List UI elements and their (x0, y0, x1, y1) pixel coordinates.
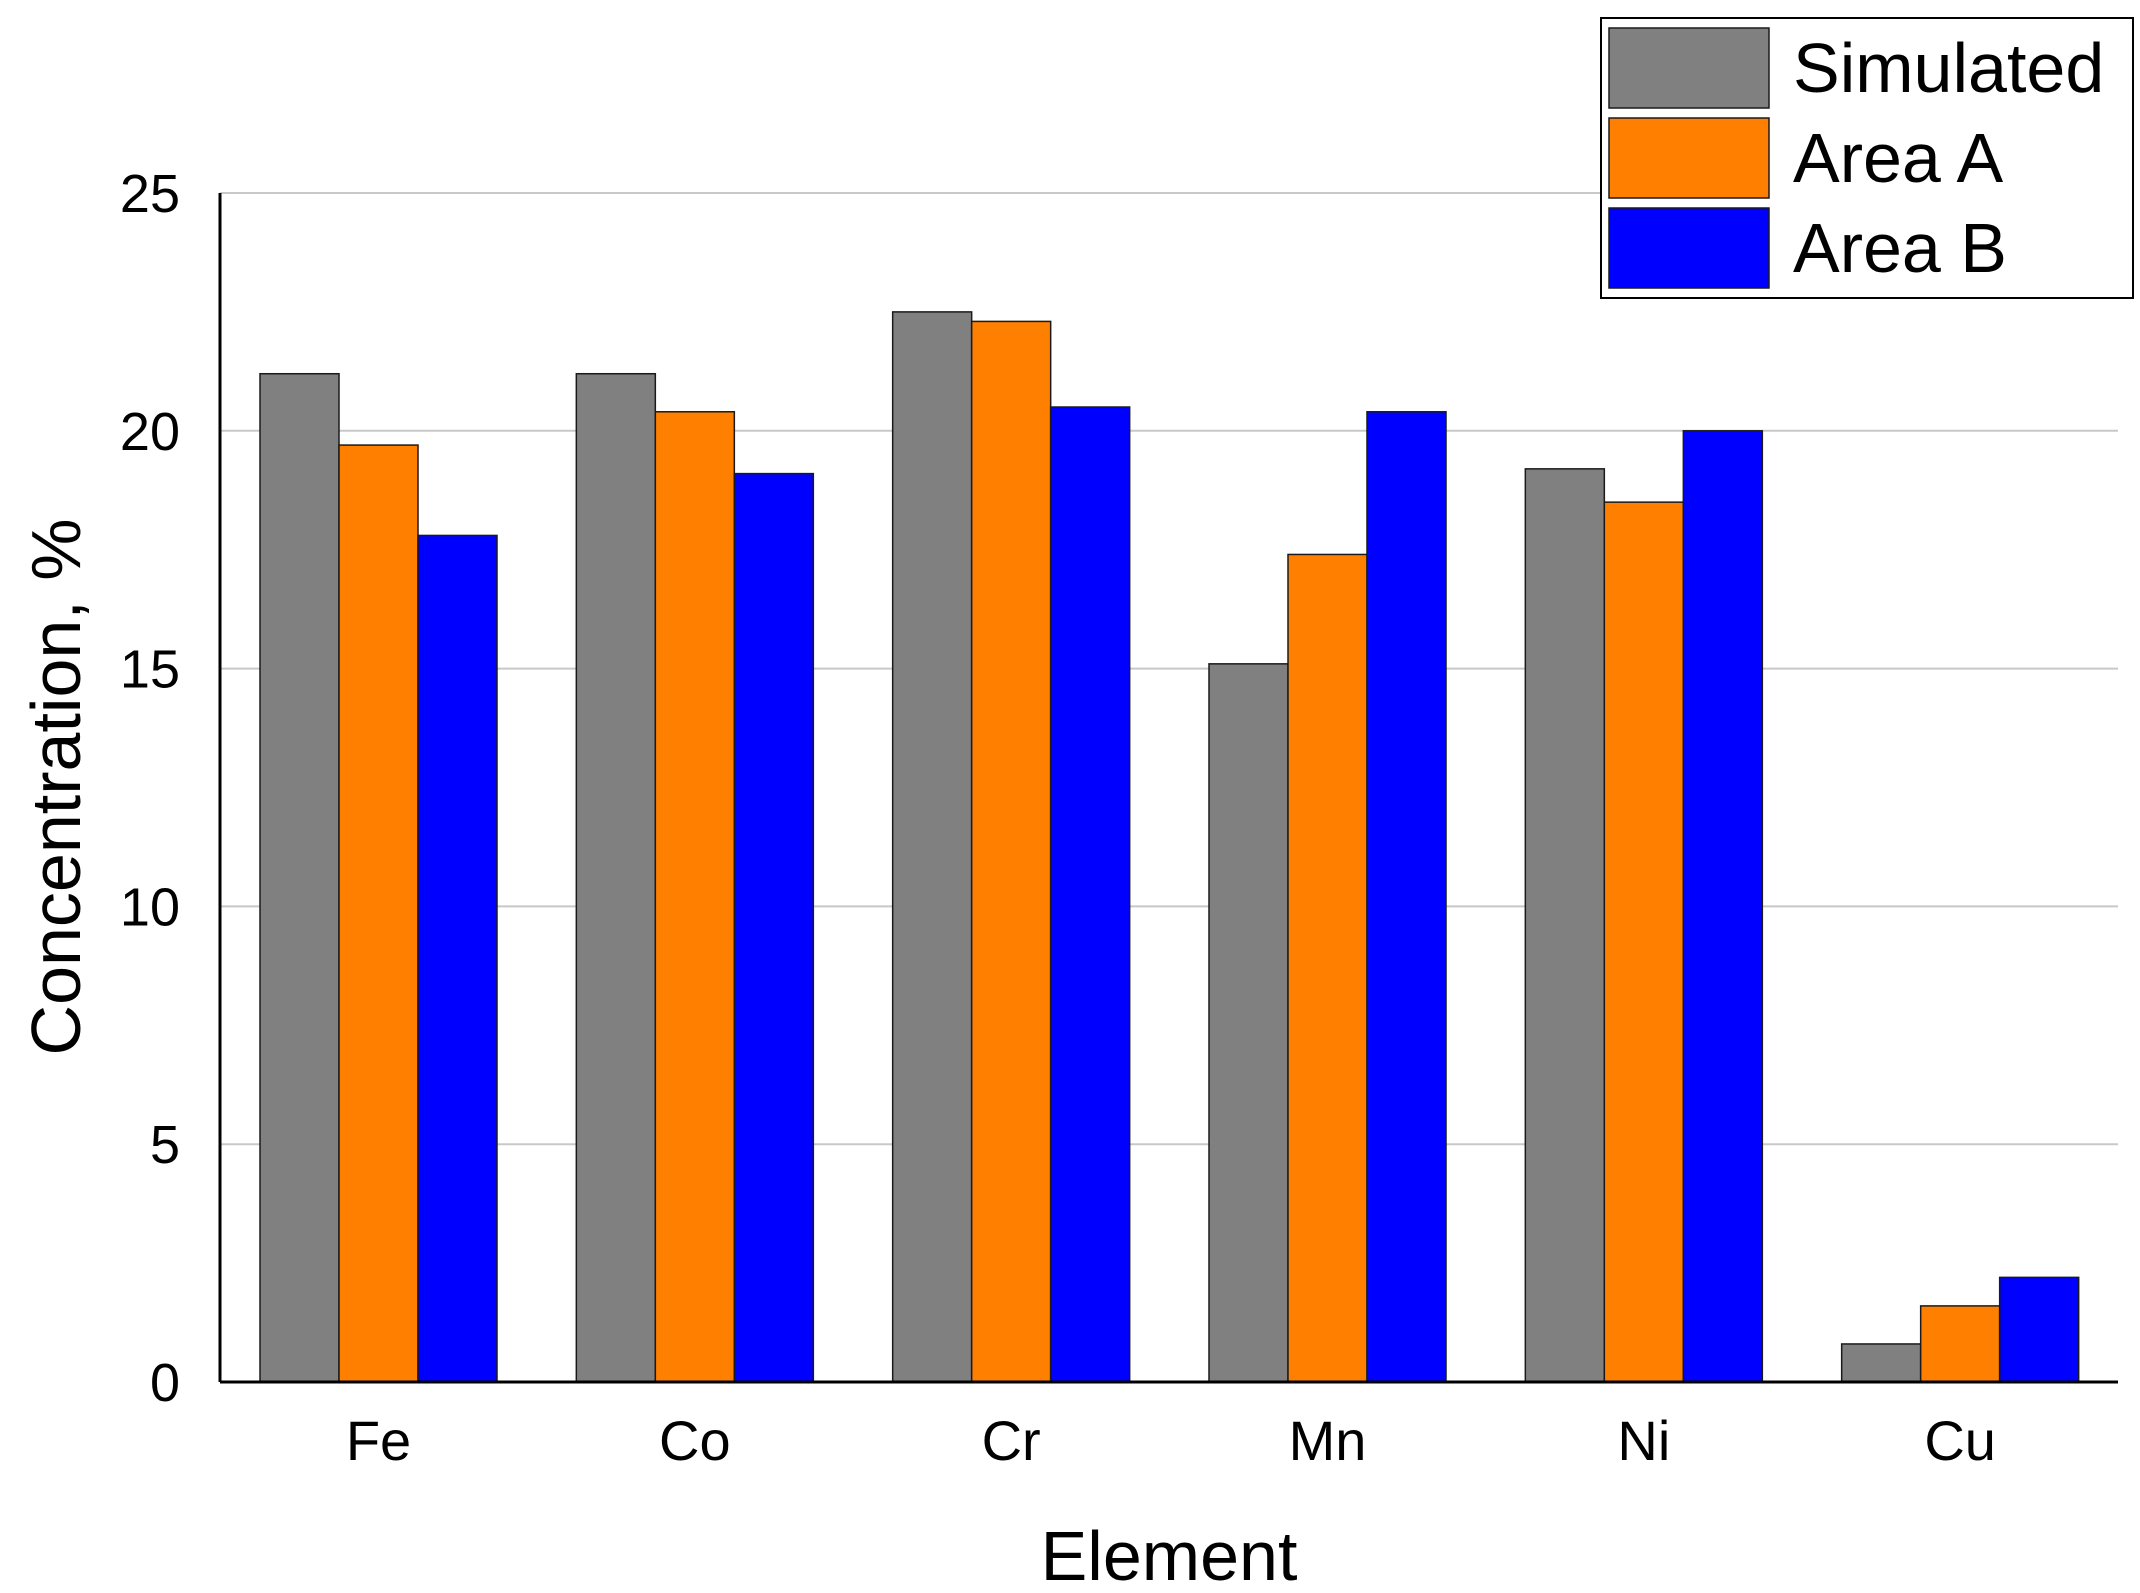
bar-mn-simulated (1208, 663, 1289, 1383)
legend-label-simulated: Simulated (1793, 29, 2104, 107)
bar-cr-area-b (1049, 406, 1131, 1383)
bar-mn-area-b (1366, 411, 1447, 1383)
gridlines (220, 192, 2118, 1146)
bar-ni-area-a (1603, 501, 1685, 1383)
legend-label-area-b: Area B (1793, 209, 2007, 287)
y-axis-title: Concentration, % (17, 519, 95, 1056)
bar-ni-simulated (1524, 468, 1606, 1383)
bar-fe-area-a (338, 444, 419, 1383)
y-tick-labels: 0 5 10 15 20 25 (120, 164, 180, 1413)
x-tick-label-cu: Cu (1924, 1409, 1996, 1472)
y-tick-label: 5 (150, 1115, 180, 1175)
bar-ni-area-b (1682, 430, 1764, 1383)
x-axis-title: Element (1041, 1517, 1298, 1593)
bar-cu-area-b (1998, 1276, 2080, 1383)
legend-swatch-area-a (1608, 117, 1770, 199)
bar-co-area-a (654, 411, 736, 1383)
bar-cr-area-a (970, 320, 1052, 1383)
y-tick-label: 15 (120, 640, 180, 700)
legend-swatch-simulated (1608, 27, 1770, 109)
x-tick-label-mn: Mn (1289, 1409, 1367, 1472)
y-tick-label: 25 (120, 164, 180, 224)
x-tick-label-ni: Ni (1617, 1409, 1670, 1472)
y-tick-label: 0 (150, 1353, 180, 1413)
bar-cu-simulated (1840, 1343, 1922, 1383)
bar-cu-area-a (1919, 1305, 2001, 1383)
y-tick-label: 10 (120, 877, 180, 937)
legend-label-area-a: Area A (1793, 119, 2003, 197)
bars (259, 311, 2080, 1383)
y-tick-label: 20 (120, 402, 180, 462)
x-tick-labels: Fe Co Cr Mn Ni Cu (346, 1409, 1996, 1472)
bar-co-simulated (575, 372, 657, 1383)
bar-cr-simulated (891, 311, 973, 1383)
bar-fe-area-b (417, 534, 498, 1383)
x-tick-label-cr: Cr (982, 1409, 1041, 1472)
x-tick-label-co: Co (659, 1409, 731, 1472)
bar-mn-area-a (1287, 553, 1368, 1383)
bar-co-area-b (733, 472, 815, 1383)
axes (218, 193, 2118, 1384)
legend: Simulated Area A Area B (1600, 17, 2134, 299)
bar-fe-simulated (259, 372, 340, 1383)
legend-swatch-area-b (1608, 207, 1770, 289)
x-tick-label-fe: Fe (346, 1409, 411, 1472)
